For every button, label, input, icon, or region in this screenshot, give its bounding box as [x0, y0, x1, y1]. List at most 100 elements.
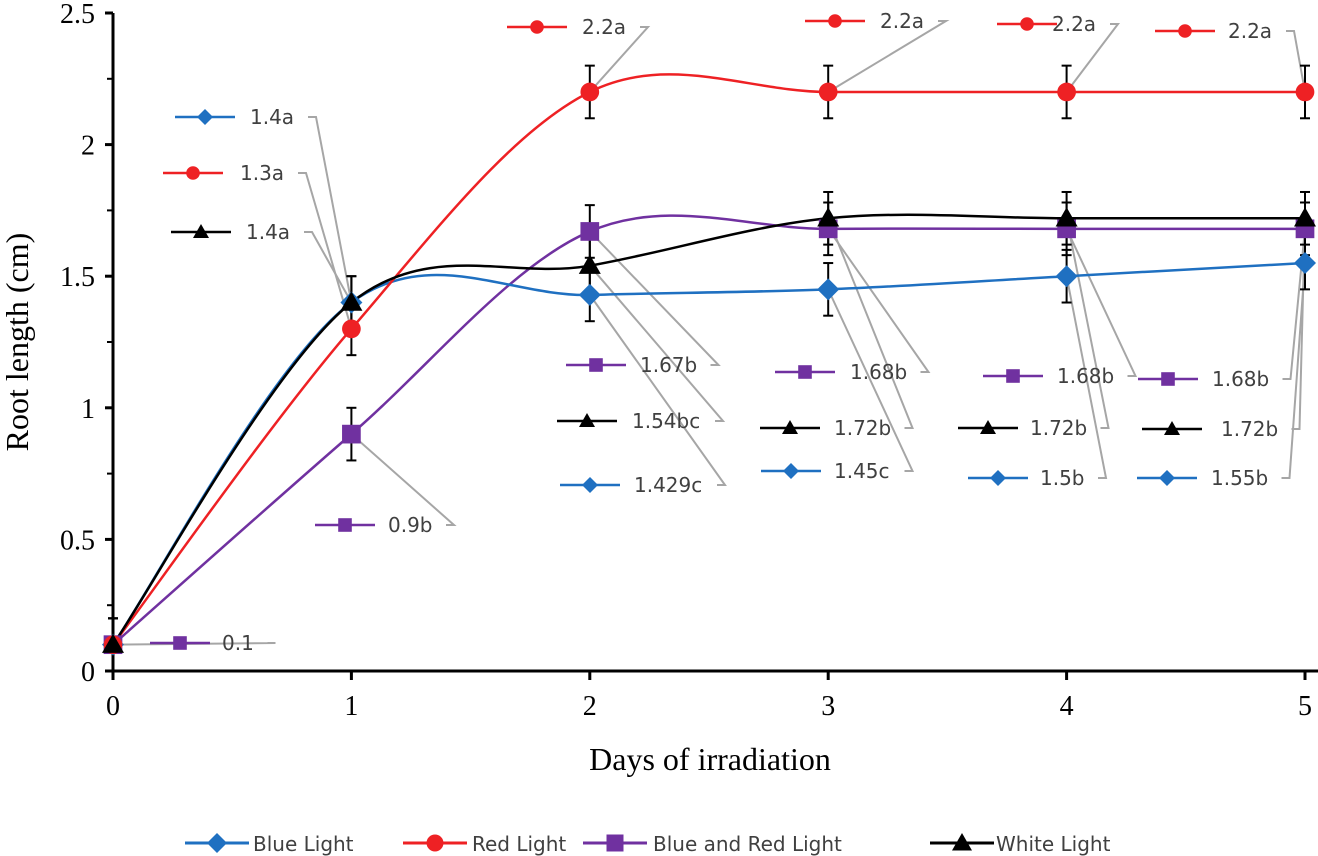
series-line-blue-and-red-light — [112, 214, 1305, 646]
data-label: 1.3a — [240, 161, 284, 185]
y-tick-label: 1 — [81, 394, 95, 425]
data-point — [1294, 252, 1316, 275]
legend-marker — [426, 834, 444, 852]
label-key-marker — [1159, 470, 1175, 486]
data-point — [580, 82, 600, 102]
leader-line — [1065, 228, 1138, 377]
label-key-marker — [1006, 369, 1020, 383]
x-tick-label: 0 — [106, 691, 120, 722]
data-label: 1.68b — [850, 360, 907, 384]
data-label: 1.72b — [1030, 416, 1087, 440]
y-tick-label: 2.5 — [60, 0, 95, 30]
leader-line — [308, 116, 353, 303]
data-label: 0.9b — [388, 513, 433, 537]
data-label: 1.67b — [640, 353, 697, 377]
data-point — [817, 207, 840, 227]
data-label: 1.4a — [246, 220, 290, 244]
x-tick-label: 5 — [1298, 691, 1312, 722]
series-line-white-light — [111, 213, 1305, 646]
label-key-marker — [582, 477, 598, 493]
leader-line — [589, 26, 651, 93]
data-label: 2.2a — [1228, 19, 1272, 43]
legend-label: Red Light — [472, 832, 566, 856]
data-point — [342, 319, 361, 339]
data-label: 1.72b — [1221, 417, 1278, 441]
label-key-marker — [197, 109, 213, 125]
data-point — [1055, 265, 1078, 288]
data-point — [817, 278, 840, 301]
data-label: 1.68b — [1212, 367, 1269, 391]
leader-line — [1286, 30, 1306, 93]
x-axis-title: Days of irradiation — [589, 741, 831, 777]
data-point — [102, 633, 124, 653]
data-point — [340, 291, 363, 311]
leader-line — [350, 433, 457, 526]
label-key-marker — [1020, 17, 1034, 31]
legend-marker — [606, 834, 624, 852]
label-key-marker — [798, 365, 812, 379]
label-key-marker — [589, 358, 603, 372]
y-tick-label: 2 — [81, 131, 95, 162]
legend: Blue Light Red Light Blue and Red Light Whi… — [185, 832, 1111, 856]
label-key-marker — [186, 166, 200, 180]
leader-line — [1281, 262, 1306, 479]
label-key-marker — [193, 224, 209, 238]
label-key-marker — [1164, 421, 1180, 435]
data-point — [1294, 207, 1316, 227]
data-label: 2.2a — [582, 15, 626, 39]
label-key-marker — [338, 518, 352, 532]
label-key-marker — [783, 463, 799, 479]
data-label: 1.72b — [834, 416, 891, 440]
data-label: 2.2a — [880, 9, 924, 33]
data-point — [578, 283, 601, 306]
label-key-marker — [1161, 372, 1175, 386]
legend-label: White Light — [996, 832, 1111, 856]
leader-line — [304, 231, 353, 304]
data-label: 0.1 — [222, 631, 254, 655]
data-label: 1.55b — [1211, 466, 1268, 490]
data-point — [580, 222, 600, 241]
leader-line — [1065, 218, 1110, 429]
leader-line — [827, 228, 931, 373]
leader-line — [589, 265, 726, 422]
data-label: 1.429c — [634, 473, 702, 497]
leader-line — [1065, 276, 1108, 479]
legend-label: Blue and Red Light — [653, 832, 842, 856]
x-tick-label: 1 — [344, 691, 358, 722]
y-tick-label: 1.5 — [60, 262, 95, 293]
label-key-marker — [530, 20, 544, 34]
data-label: 1.54bc — [632, 409, 700, 433]
y-tick-label: 0.5 — [60, 525, 95, 556]
data-label: 1.45c — [834, 459, 890, 483]
data-point — [1057, 82, 1076, 102]
y-axis-title: Root length (cm) — [0, 233, 35, 452]
label-key-marker — [990, 470, 1006, 486]
legend-marker — [952, 833, 972, 851]
data-point — [818, 82, 838, 102]
leader-line — [1282, 228, 1306, 380]
leader-line — [827, 288, 915, 472]
x-tick-label: 2 — [583, 691, 597, 722]
legend-label: Blue Light — [253, 832, 354, 856]
data-label: 1.5b — [1040, 466, 1085, 490]
label-key-marker — [1178, 24, 1192, 38]
series-line-red-light — [112, 73, 1305, 646]
data-point — [578, 254, 601, 274]
y-tick-label: 0 — [81, 657, 95, 688]
label-key-marker — [980, 420, 996, 434]
leader-line — [827, 217, 914, 429]
data-label: 2.2a — [1052, 12, 1096, 36]
label-key-marker — [579, 413, 595, 427]
x-tick-label: 3 — [821, 691, 835, 722]
leader-line — [588, 294, 727, 486]
leader-line — [827, 20, 950, 93]
leader-line — [589, 230, 721, 366]
x-tick-label: 4 — [1060, 691, 1074, 722]
data-point — [1055, 207, 1078, 227]
label-key-marker — [173, 636, 187, 650]
data-point — [1295, 82, 1315, 102]
leader-line — [1065, 23, 1121, 93]
data-point — [342, 424, 361, 444]
label-key-marker — [828, 14, 842, 28]
